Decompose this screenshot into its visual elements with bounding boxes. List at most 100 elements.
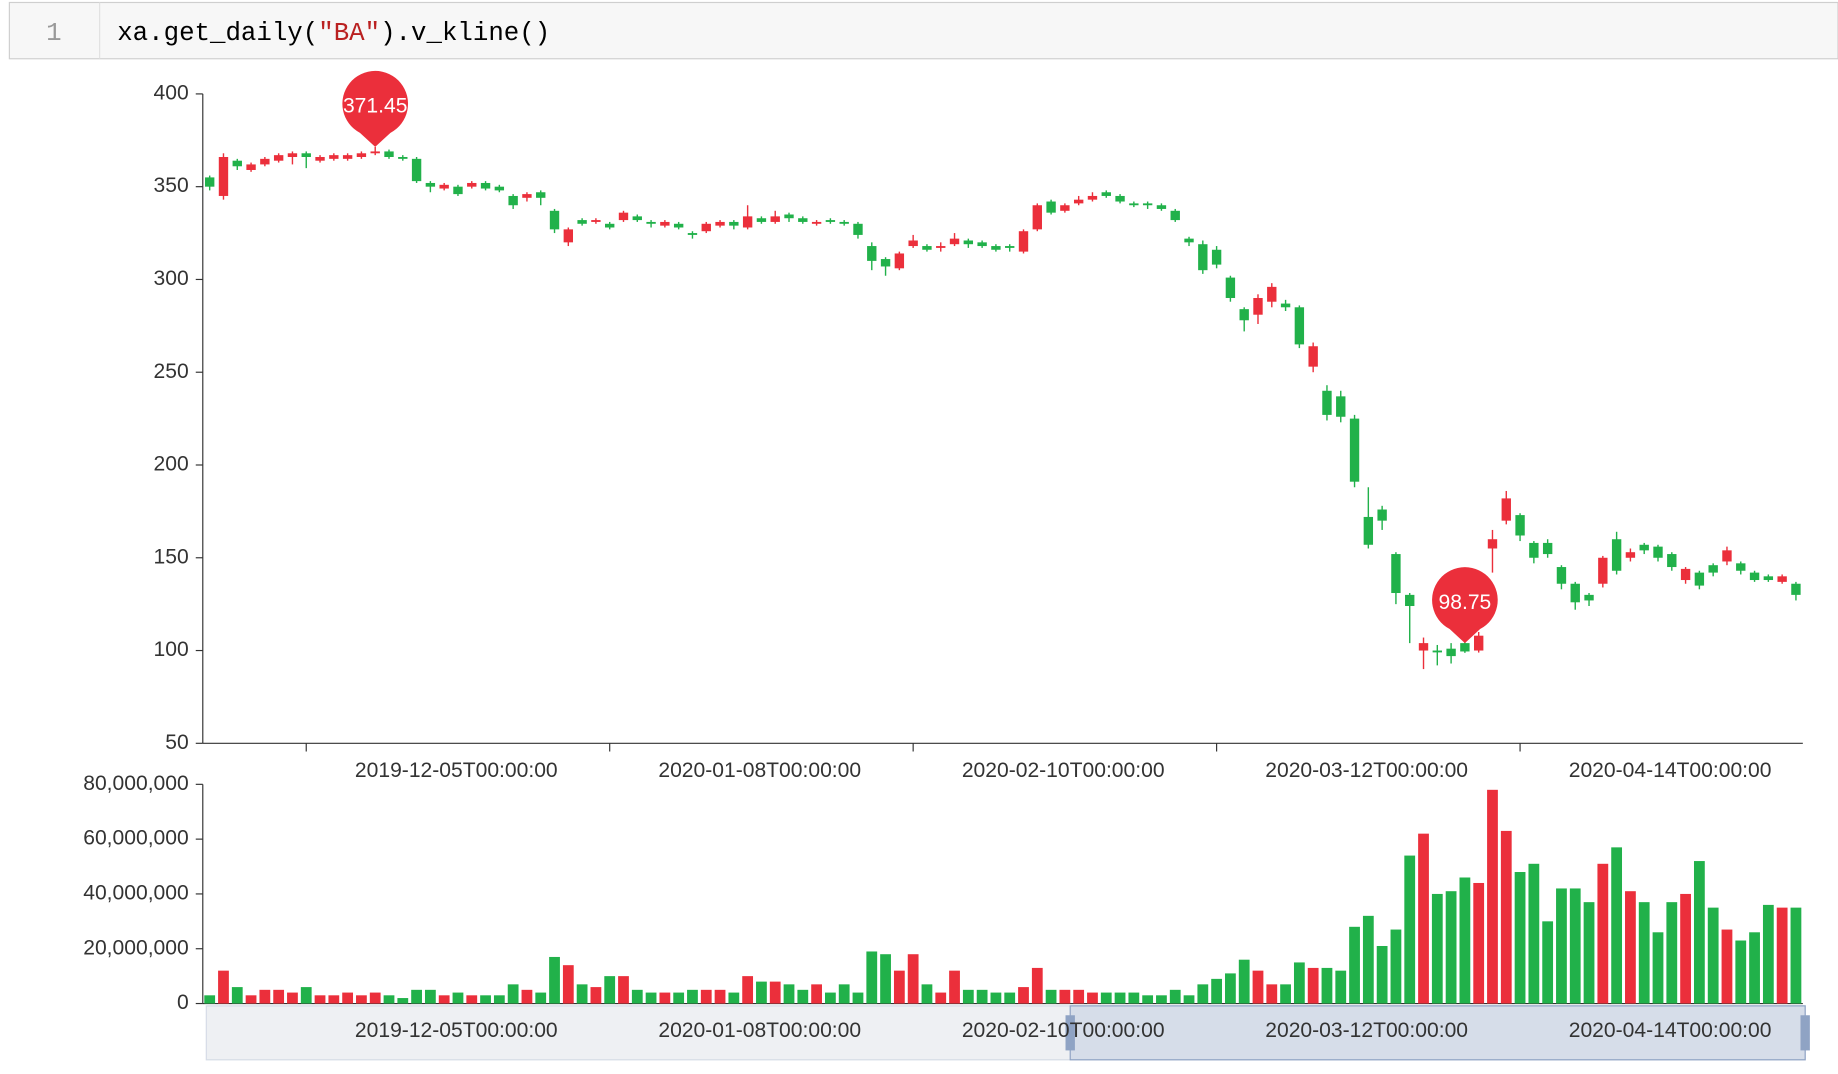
candle-body [287,153,298,157]
candle-body [1308,346,1318,367]
volume-bar [576,984,588,1004]
candle-body [522,194,532,198]
volume-bar [493,995,505,1004]
candle-body [301,153,311,157]
volume-bar [521,989,533,1004]
volume-bar [990,992,1002,1004]
volume-bar [1431,893,1443,1004]
code-string: "BA" [318,19,380,48]
volume-y-tick-label: 80,000,000 [83,772,189,795]
volume-bar [1073,989,1085,1004]
volume-bar [1045,989,1057,1004]
volume-bar [1169,989,1181,1004]
volume-bar [1583,902,1595,1004]
candle-body [1611,539,1622,571]
volume-bar [880,954,891,1004]
volume-y-tick-label: 20,000,000 [83,936,189,959]
volume-bar [1680,893,1691,1004]
volume-bar [700,989,712,1004]
volume-bar [480,995,491,1004]
candle-body [880,259,891,267]
volume-bar [1211,978,1223,1004]
volume-bar [1335,970,1347,1004]
candle-body [1515,515,1525,536]
candle-body [894,253,905,269]
candle-body [1046,201,1056,213]
candle-body [660,221,670,226]
zoom-handle[interactable] [1065,1015,1075,1051]
y-tick-label: 400 [154,81,189,104]
candle-body [1667,554,1677,568]
volume-bar [604,976,616,1004]
volume-bar [328,995,340,1004]
volume-bar [1362,915,1374,1004]
candle-body [1322,390,1332,415]
volume-bar [1625,891,1636,1004]
volume-bar [397,998,409,1004]
candle-body [1101,192,1111,196]
candle-body [1225,277,1236,299]
candle-body [991,246,1001,250]
candle-body [756,218,767,222]
volume-bar [1735,940,1747,1004]
candle-body [384,151,394,157]
volume-bar [797,989,809,1004]
candle-body [467,182,477,187]
candle-body [1170,210,1180,221]
volume-bar [1487,789,1498,1004]
candle-body [1777,576,1787,582]
volume-bar [369,992,381,1004]
volume-bar [231,987,243,1004]
candle-body [1005,246,1015,248]
slider-label: 2020-03-12T00:00:00 [1265,1019,1468,1042]
volume-bar [590,987,602,1004]
volume-bar [1087,992,1098,1004]
candle-body [1363,516,1374,545]
candle-body [1653,546,1663,558]
candle-body [232,160,242,167]
y-tick-label: 50 [165,731,188,754]
volume-bar [1542,921,1554,1004]
volume-bar [893,970,905,1004]
volume-bar [1418,833,1429,1004]
volume-bar [1514,872,1526,1004]
zoom-handle[interactable] [1800,1015,1810,1051]
candle-body [411,158,422,182]
candle-body [1529,542,1539,558]
volume-bar [1652,932,1664,1004]
candle-body [1156,205,1167,209]
code-cell[interactable] [8,1,1838,60]
candle-body [936,246,946,248]
slider-label: 2020-02-10T00:00:00 [962,1019,1165,1042]
volume-bar [1376,945,1388,1004]
volume-bar [949,970,960,1004]
mark-point-label: 98.75 [1439,591,1492,614]
volume-bar [976,989,988,1004]
candle-body [1418,643,1429,651]
candle-body [1377,509,1387,521]
volume-bar [1266,984,1278,1004]
volume-bar [273,989,285,1004]
candle-body [742,216,753,228]
volume-bar [1693,861,1705,1004]
candle-body [577,220,587,224]
y-tick-label: 200 [154,453,189,476]
volume-bar [314,995,326,1004]
zoom-slider[interactable] [205,1005,1806,1061]
candle-body [1584,594,1594,601]
y-tick-label: 150 [154,545,189,568]
candle-body [1142,203,1153,206]
candle-body [701,223,711,232]
volume-bar [1293,962,1305,1004]
volume-bar [1404,855,1416,1004]
volume-bar [1749,932,1760,1004]
candle-body [494,186,505,191]
volume-bar [1059,989,1071,1004]
candle-body [1405,594,1415,607]
candle-body [839,221,849,224]
volume-bar [383,995,395,1004]
candle-body [1336,396,1346,417]
candle-body [1473,635,1484,651]
candle-body [673,223,684,228]
volume-bar [714,989,726,1004]
